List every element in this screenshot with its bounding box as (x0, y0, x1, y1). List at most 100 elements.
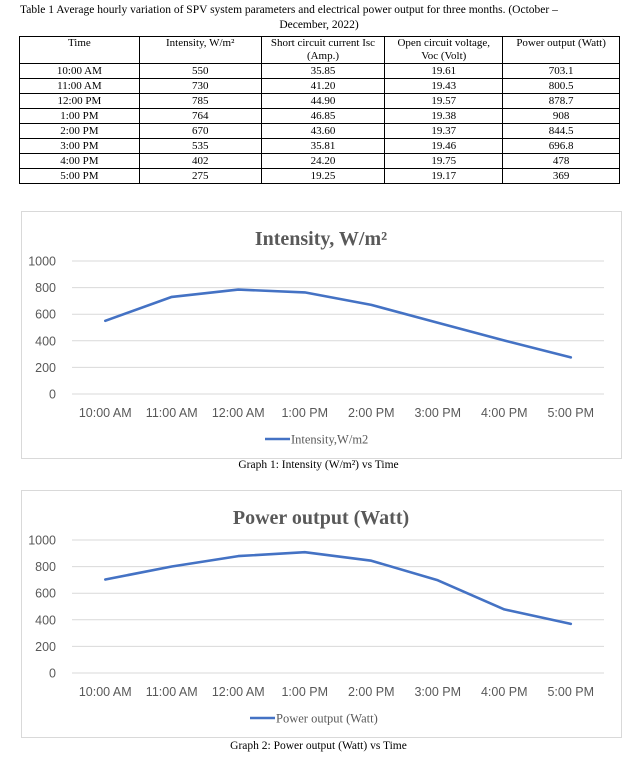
y-tick-label: 600 (35, 308, 56, 322)
power-output-chart-svg: Power output (Watt) 0 200 400 600 800 1000 10:0… (28, 507, 604, 726)
table-header-text: Open circuit voltage, (397, 37, 491, 49)
table-cell: 35.81 (260, 138, 386, 154)
table-cell: 19.61 (384, 63, 504, 79)
table-cell: 550 (138, 63, 262, 79)
table-cell: 535 (138, 138, 262, 154)
table-cell: 730 (138, 78, 262, 94)
table-caption: Table 1 Average hourly variation of SPV … (20, 3, 618, 33)
table-cell: 4:00 PM (19, 153, 140, 169)
x-tick-label: 3:00 PM (414, 406, 461, 420)
y-tick-label: 400 (35, 334, 56, 348)
x-tick-label: 10:00 AM (79, 406, 132, 420)
x-tick-label: 11:00 AM (146, 406, 198, 420)
table-cell: 10:00 AM (19, 63, 140, 79)
y-tick-label: 800 (35, 560, 56, 574)
x-tick-label: 12:00 AM (212, 685, 265, 699)
y-tick-label: 200 (35, 361, 56, 375)
x-tick-label: 1:00 PM (281, 685, 328, 699)
table-cell: 19.46 (384, 138, 504, 154)
table-cell: 275 (138, 168, 262, 184)
table-cell: 703.1 (502, 63, 620, 79)
table-cell: 1:00 PM (19, 108, 140, 124)
table-row: 4:00 PM 402 24.20 19.75 478 (19, 153, 620, 169)
table-cell: 19.37 (384, 123, 504, 139)
table-cell: 800.5 (502, 78, 620, 94)
data-table: Time Intensity, W/m² Short circuit current… (19, 36, 620, 184)
legend-label: Power output (Watt) (276, 712, 378, 726)
x-tick-label: 5:00 PM (547, 406, 594, 420)
intensity-chart-svg: Intensity, W/m² 0 200 400 600 800 1000 10:00 AM… (28, 228, 604, 447)
table-row: 3:00 PM 535 35.81 19.46 696.8 (19, 138, 620, 154)
table-cell: 11:00 AM (19, 78, 140, 94)
graph1-caption: Graph 1: Intensity (W/m²) vs Time (238, 459, 399, 471)
x-tick-label: 1:00 PM (281, 406, 328, 420)
table-cell: 478 (502, 153, 620, 169)
table-header-text: Time (67, 37, 91, 49)
x-tick-label: 11:00 AM (146, 685, 198, 699)
table-header-text: Power output (Watt) (516, 37, 606, 49)
table-caption-line1: Table 1 Average hourly variation of SPV … (20, 4, 558, 16)
intensity-chart: Intensity, W/m² 0 200 400 600 800 1000 10:00 AM… (21, 211, 622, 459)
table-cell: 2:00 PM (19, 123, 140, 139)
table-cell: 19.17 (384, 168, 504, 184)
x-tick-label: 2:00 PM (348, 685, 395, 699)
graph2-caption: Graph 2: Power output (Watt) vs Time (230, 740, 407, 752)
table-cell: 670 (138, 123, 262, 139)
table-row: 12:00 PM 785 44.90 19.57 878.7 (19, 93, 620, 109)
chart-title: Intensity, W/m² (255, 228, 387, 250)
table-header-text: Voc (Volt) (421, 50, 467, 62)
table-caption-line2: December, 2022) (279, 19, 359, 31)
y-tick-label: 1000 (28, 534, 56, 548)
table-header-text: Short circuit current Isc (270, 37, 376, 49)
table-cell: 46.85 (260, 108, 386, 124)
table-row: 10:00 AM 550 35.85 19.61 703.1 (19, 63, 620, 79)
legend-label: Intensity,W/m2 (291, 433, 368, 447)
y-tick-label: 800 (35, 281, 56, 295)
table-cell: 844.5 (502, 123, 620, 139)
x-tick-label: 2:00 PM (348, 406, 395, 420)
table-header-cell: Intensity, W/m² (138, 36, 262, 64)
x-tick-label: 3:00 PM (414, 685, 461, 699)
table-cell: 35.85 (260, 63, 386, 79)
table-cell: 41.20 (260, 78, 386, 94)
table-header-text: (Amp.) (306, 50, 340, 62)
y-tick-label: 200 (35, 640, 56, 654)
y-tick-label: 0 (49, 667, 56, 681)
x-tick-label: 4:00 PM (481, 406, 528, 420)
table-header-cell: Power output (Watt) (502, 36, 620, 64)
table-header-cell: Time (19, 36, 140, 64)
chart-title: Power output (Watt) (233, 507, 409, 529)
table-row: 11:00 AM 730 41.20 19.43 800.5 (19, 78, 620, 94)
table-row: 1:00 PM 764 46.85 19.38 908 (19, 108, 620, 124)
x-tick-label: 10:00 AM (79, 685, 132, 699)
table-cell: 19.75 (384, 153, 504, 169)
table-row: 2:00 PM 670 43.60 19.37 844.5 (19, 123, 620, 139)
y-tick-label: 1000 (28, 255, 56, 269)
table-cell: 764 (138, 108, 262, 124)
table-cell: 878.7 (502, 93, 620, 109)
table-cell: 402 (138, 153, 262, 169)
x-tick-label: 5:00 PM (547, 685, 594, 699)
table-header-cell: Open circuit voltage, Voc (Volt) (384, 36, 504, 64)
table-cell: 19.38 (384, 108, 504, 124)
x-tick-label: 12:00 AM (212, 406, 265, 420)
table-cell: 24.20 (260, 153, 386, 169)
table-cell: 19.43 (384, 78, 504, 94)
x-tick-label: 4:00 PM (481, 685, 528, 699)
table-cell: 12:00 PM (19, 93, 140, 109)
table-cell: 369 (502, 168, 620, 184)
table-cell: 696.8 (502, 138, 620, 154)
power-output-chart: Power output (Watt) 0 200 400 600 800 1000 10:0… (21, 490, 622, 738)
y-tick-label: 600 (35, 587, 56, 601)
table-cell: 19.25 (260, 168, 386, 184)
table-cell: 908 (502, 108, 620, 124)
table-cell: 43.60 (260, 123, 386, 139)
table-header-text: Intensity, W/m² (166, 37, 235, 49)
table-header-row: Time Intensity, W/m² Short circuit current… (19, 36, 620, 64)
y-tick-label: 400 (35, 613, 56, 627)
table-cell: 19.57 (384, 93, 504, 109)
table-cell: 5:00 PM (19, 168, 140, 184)
y-tick-label: 0 (49, 388, 56, 402)
series-line (104, 550, 573, 626)
table-header-cell: Short circuit current Isc (Amp.) (260, 36, 386, 64)
